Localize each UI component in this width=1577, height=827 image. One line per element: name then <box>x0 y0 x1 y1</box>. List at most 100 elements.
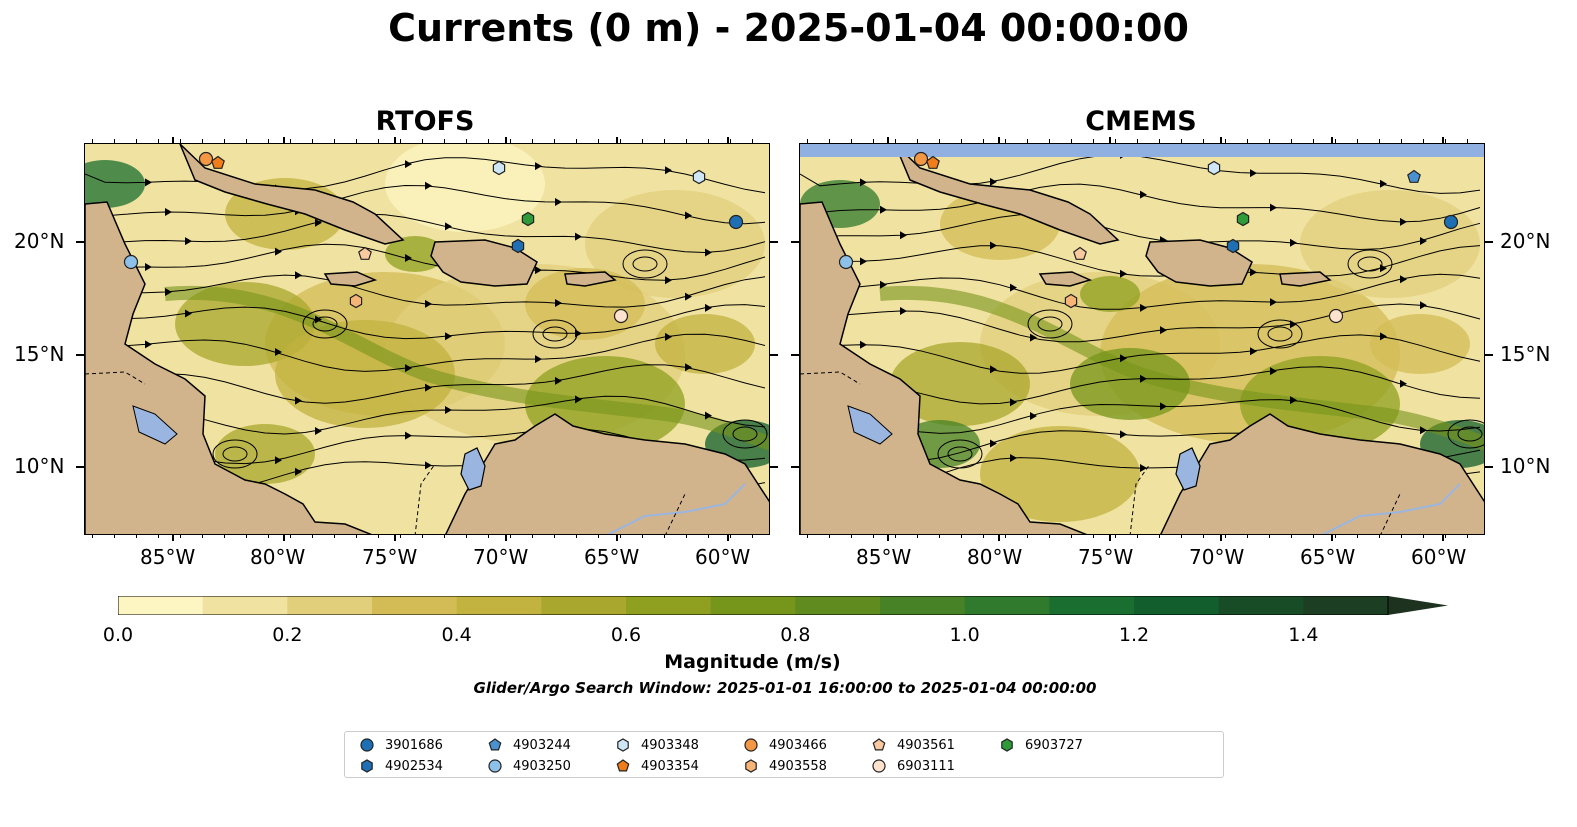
major-tick-top <box>1220 137 1222 144</box>
minor-tick-top <box>851 139 852 143</box>
colorbar-tick-label: 1.0 <box>949 624 980 646</box>
colorbar-tick-label: 0.6 <box>610 624 642 646</box>
lon-label-75w-right: 75°W <box>1078 545 1134 569</box>
major-tick-bottom <box>616 534 618 541</box>
minor-tick-bottom <box>1005 534 1006 538</box>
lon-label-65w: 65°W <box>584 545 640 569</box>
colorbar-bin <box>964 596 1050 615</box>
minor-tick-bottom <box>444 534 445 538</box>
minor-tick-bottom <box>1071 534 1072 538</box>
major-tick-top <box>727 137 729 144</box>
minor-tick-bottom <box>1357 534 1358 538</box>
minor-tick-bottom <box>334 534 335 538</box>
colorbar-tick-label: 0.0 <box>102 624 134 646</box>
minor-tick-bottom <box>1467 534 1468 538</box>
minor-tick-bottom <box>488 534 489 538</box>
legend-label: 4903354 <box>641 758 699 774</box>
minor-tick-top <box>1115 139 1116 143</box>
minor-tick-bottom <box>290 534 291 538</box>
legend-item-6903727: 6903727 <box>999 737 1083 753</box>
minor-tick-top <box>510 139 511 143</box>
minor-tick-top <box>1005 139 1006 143</box>
minor-tick-top <box>686 139 687 143</box>
float-marker-4903558 <box>1064 293 1078 309</box>
minor-tick-top <box>807 139 808 143</box>
legend-label: 6903727 <box>1025 737 1083 753</box>
minor-tick-top <box>620 139 621 143</box>
minor-tick-top <box>1247 139 1248 143</box>
minor-tick-top <box>961 139 962 143</box>
minor-tick-bottom <box>1335 534 1336 538</box>
float-marker-4903466 <box>198 151 214 167</box>
minor-tick-bottom <box>180 534 181 538</box>
minor-tick-top <box>1335 139 1336 143</box>
minor-tick-top <box>1027 139 1028 143</box>
major-tick-right <box>770 241 778 243</box>
minor-tick-top <box>158 139 159 143</box>
lon-label-80w-right: 80°W <box>967 545 1023 569</box>
lat-label-20n: 20°N <box>14 229 65 253</box>
minor-tick-bottom <box>1225 534 1226 538</box>
legend-item-4903244: 4903244 <box>487 737 571 753</box>
minor-tick-top <box>895 139 896 143</box>
lon-label-75w: 75°W <box>362 545 418 569</box>
major-tick-top <box>1442 137 1444 144</box>
minor-tick-bottom <box>400 534 401 538</box>
colorbar-bin <box>456 596 542 615</box>
minor-tick-bottom <box>829 534 830 538</box>
minor-tick-bottom <box>224 534 225 538</box>
minor-tick-bottom <box>1137 534 1138 538</box>
minor-tick-bottom <box>752 534 753 538</box>
minor-tick-bottom <box>1445 534 1446 538</box>
minor-tick-top <box>598 139 599 143</box>
minor-tick-top <box>444 139 445 143</box>
minor-tick-bottom <box>1379 534 1380 538</box>
legend-item-4903561: 4903561 <box>871 737 955 753</box>
legend-marker-hexagon-icon <box>745 759 757 773</box>
major-tick-right <box>1485 241 1493 243</box>
major-tick-top <box>1109 137 1111 144</box>
float-marker-4903561 <box>1073 246 1087 260</box>
float-marker-4903561 <box>358 246 372 260</box>
colorbar-tick-label: 1.2 <box>1118 624 1150 646</box>
legend-label: 3901686 <box>385 737 443 753</box>
float-marker-4903354 <box>926 155 940 169</box>
major-tick-top <box>1331 137 1333 144</box>
major-tick-top <box>172 137 174 144</box>
minor-tick-top <box>136 139 137 143</box>
minor-tick-top <box>708 139 709 143</box>
legend-marker-circle-icon <box>872 759 886 773</box>
legend-item-6903111: 6903111 <box>871 758 955 774</box>
minor-tick-bottom <box>158 534 159 538</box>
minor-tick-bottom <box>356 534 357 538</box>
minor-tick-bottom <box>1269 534 1270 538</box>
legend-label: 4903244 <box>513 737 571 753</box>
colorbar-title: Magnitude (m/s) <box>664 651 841 673</box>
float-marker-4903466 <box>913 151 929 167</box>
minor-tick-top <box>1401 139 1402 143</box>
float-marker-4903348 <box>692 169 706 185</box>
legend-item-4903354: 4903354 <box>615 758 699 774</box>
legend-item-4903348: 4903348 <box>615 737 699 753</box>
major-tick-left <box>76 466 84 468</box>
legend-label: 4903558 <box>769 758 827 774</box>
figure-title: Currents (0 m) - 2025-01-04 00:00:00 <box>388 6 1189 50</box>
colorbar-tick-label: 0.4 <box>441 624 472 646</box>
minor-tick-bottom <box>1027 534 1028 538</box>
colorbar-tick-label: 0.8 <box>780 624 811 646</box>
minor-tick-bottom <box>268 534 269 538</box>
float-marker-4902534 <box>511 238 525 254</box>
minor-tick-top <box>1445 139 1446 143</box>
float-marker-6903727 <box>521 211 535 227</box>
minor-tick-top <box>1357 139 1358 143</box>
colorbar <box>118 596 1448 615</box>
major-tick-bottom <box>887 534 889 541</box>
colorbar-bin <box>880 596 966 615</box>
colorbar-bin <box>541 596 627 615</box>
minor-tick-top <box>1269 139 1270 143</box>
minor-tick-bottom <box>895 534 896 538</box>
minor-tick-top <box>378 139 379 143</box>
minor-tick-top <box>829 139 830 143</box>
minor-tick-top <box>180 139 181 143</box>
minor-tick-top <box>1423 139 1424 143</box>
